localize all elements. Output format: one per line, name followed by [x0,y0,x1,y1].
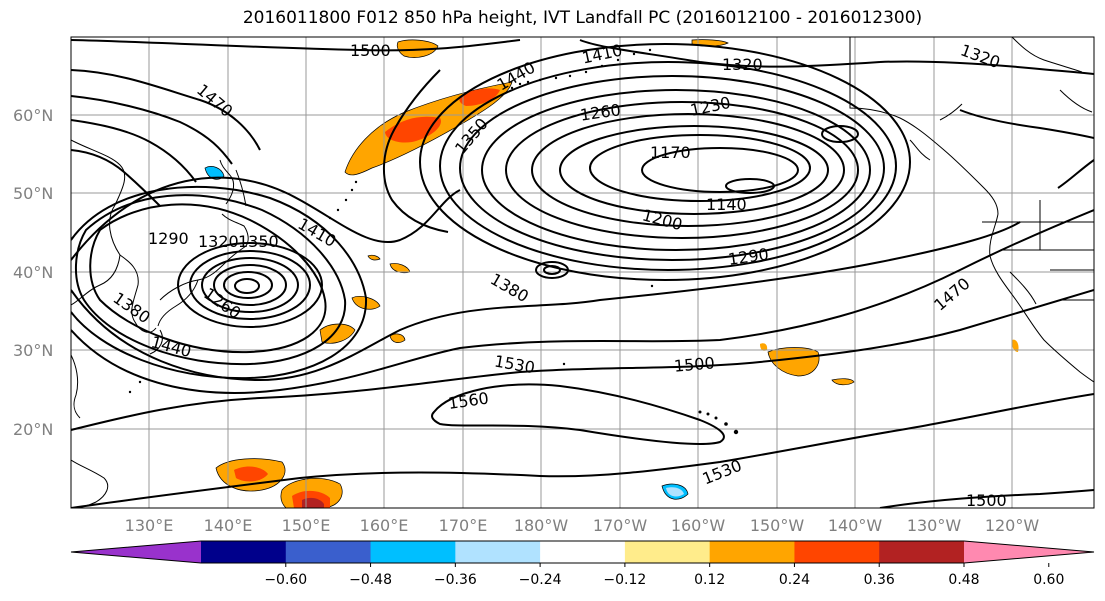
chart-title: 2016011800 F012 850 hPa height, IVT Land… [242,8,923,28]
lon-label: 140°E [204,516,253,535]
islands [128,48,739,435]
colorbar-tick-label: −0.48 [349,572,392,588]
colorbar-tick-labels: −0.60 −0.48 −0.36 −0.24 −0.12 0.12 0.24 0.36 0.4… [264,563,1064,588]
colorbar-tick-label: 0.12 [694,572,725,588]
map-plot-area: 1500 1410 1440 1470 1320 1260 1230 1350 … [71,37,1105,510]
contour-label: 1500 [350,41,391,60]
colorbar-segment [879,541,965,563]
lat-label: 40°N [13,263,53,282]
lon-label: 150°E [282,516,331,535]
colorbar-outline [70,540,1095,564]
lon-label: 160°E [360,516,409,535]
lon-label: 140°W [828,516,883,535]
lon-label: 170°W [593,516,648,535]
lat-label: 60°N [13,106,53,125]
height-contours [71,39,1094,508]
colorbar-tick-label: −0.36 [434,572,477,588]
lat-label: 30°N [13,341,53,360]
lon-label: 160°W [671,516,726,535]
contour-label: 1320 [198,232,239,251]
colorbar-extend-high [964,541,1094,563]
contour-label: 1170 [650,143,691,162]
colorbar-segment [624,541,711,563]
colorbar-segment [370,541,456,563]
lon-label: 180°W [514,516,569,535]
contour-label: 1320 [722,55,763,74]
colorbar-segment [201,541,287,563]
contour-label: 1350 [238,232,279,251]
colorbar-tick-label: −0.24 [519,572,562,588]
colorbar [70,540,1095,564]
contour-label: 1290 [148,229,189,248]
lon-label: 150°W [750,516,805,535]
colorbar-segment [285,541,372,563]
colorbar-tick-label: 0.60 [1033,572,1064,588]
contour-label: 1380 [1100,105,1105,146]
colorbar-segment [709,541,795,563]
lon-label: 130°E [125,516,174,535]
lat-label: 50°N [13,184,53,203]
coastlines [71,37,1094,508]
colorbar-tick-label: 0.24 [779,572,810,588]
latitude-labels: 60°N 50°N 40°N 30°N 20°N [13,106,53,439]
lon-label: 170°E [439,516,488,535]
lon-label: 120°W [985,516,1040,535]
longitude-labels: 130°E 140°E 150°E 160°E 170°E 180°W 170°… [125,516,1040,535]
lat-label: 20°N [13,420,53,439]
colorbar-segment [455,541,541,563]
colorbar-tick-label: −0.12 [603,572,646,588]
colorbar-tick-label: 0.36 [864,572,895,588]
contour-label: 1500 [966,491,1007,510]
map-frame [70,36,1095,509]
colorbar-tick-label: −0.60 [264,572,307,588]
contour-label: 1140 [706,195,747,214]
contour-label: 1500 [673,353,715,375]
colorbar-segment [540,541,626,563]
colorbar-extend-low [71,541,201,563]
colorbar-segment [794,541,880,563]
colorbar-tick-label: 0.48 [948,572,979,588]
lon-label: 130°W [907,516,962,535]
